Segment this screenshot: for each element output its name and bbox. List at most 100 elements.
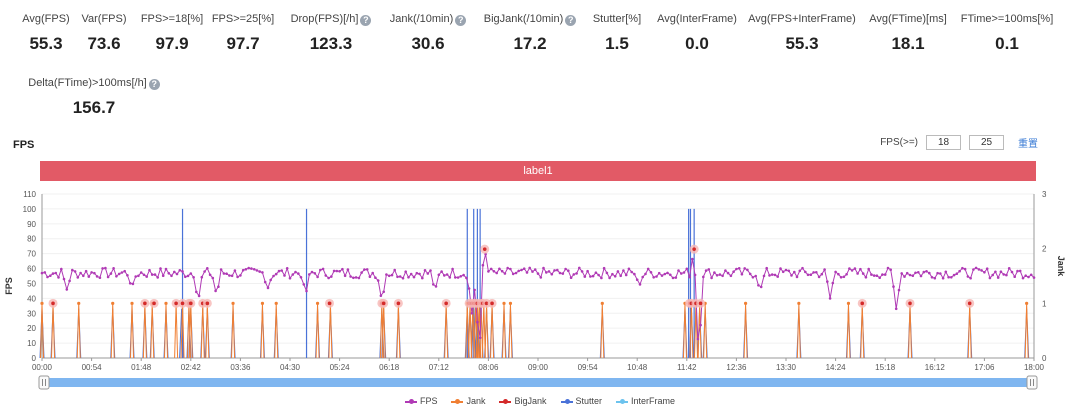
bigjank-point — [444, 301, 448, 306]
fps-point — [255, 269, 259, 272]
jank-spike — [860, 303, 865, 359]
fps-point — [73, 270, 77, 273]
fps-point — [393, 268, 397, 272]
x-tick-label: 00:00 — [32, 363, 53, 372]
range-slider-handle[interactable] — [38, 375, 50, 390]
jank-point — [508, 301, 513, 305]
fps-point — [781, 270, 785, 274]
fps-point — [759, 285, 763, 289]
fps-point — [128, 282, 132, 285]
fps-threshold-low-input[interactable] — [926, 135, 961, 150]
metric: Avg(FTime)[ms] 18.1 — [818, 12, 998, 54]
jank-point — [274, 301, 278, 305]
fps-point — [897, 288, 901, 292]
fps-point — [933, 276, 937, 280]
metric-label: Stutter[%] — [527, 12, 707, 26]
fps-point — [867, 267, 870, 271]
jank-point — [502, 301, 506, 305]
fps-point — [856, 272, 859, 275]
legend-item[interactable]: InterFrame — [616, 396, 675, 406]
fps-point — [652, 276, 655, 279]
fps-point — [878, 276, 881, 279]
reset-button[interactable]: 重置 — [1018, 139, 1038, 150]
metric-value: 18.1 — [891, 34, 925, 53]
fps-point — [222, 272, 226, 275]
label-band[interactable]: label1 — [40, 161, 1036, 181]
fps-point — [90, 271, 93, 274]
fps-point — [451, 267, 454, 271]
x-tick-label: 09:54 — [578, 363, 599, 372]
fps-point — [740, 272, 744, 276]
fps-point — [663, 272, 667, 276]
fps-threshold-high-input[interactable] — [969, 135, 1004, 150]
fps-point — [999, 270, 1003, 273]
fps-point — [525, 271, 529, 274]
legend-item[interactable]: Jank — [451, 396, 485, 406]
fps-point — [793, 270, 796, 274]
fps-point — [379, 294, 383, 297]
jank-point — [846, 301, 851, 305]
fps-point — [82, 274, 85, 278]
bigjank-point — [205, 301, 210, 306]
fps-point — [644, 272, 647, 276]
help-icon[interactable]: ? — [565, 15, 577, 26]
jank-spike — [130, 303, 135, 359]
fps-point — [837, 272, 840, 276]
jank-point — [260, 301, 265, 305]
fps-point — [49, 274, 52, 277]
fps-point — [545, 271, 548, 274]
fps-chart[interactable]: 0 10 20 30 40 50 60 70 80 90 100 110 0 1 2 3 FPS Jank 00:0… — [0, 180, 1080, 394]
metric-value: 55.3 — [29, 34, 63, 53]
fps-point — [980, 269, 983, 272]
jank-spike — [150, 303, 155, 359]
fps-point — [848, 267, 851, 270]
fps-point — [208, 273, 212, 277]
help-icon[interactable]: ? — [360, 15, 372, 26]
range-slider-handle[interactable] — [1026, 375, 1038, 390]
fps-point — [511, 272, 515, 276]
fps-point — [823, 268, 826, 271]
y-tick-label: 100 — [23, 205, 37, 214]
fps-point — [269, 278, 273, 282]
fps-point — [699, 323, 702, 327]
fps-point — [798, 269, 802, 273]
fps-point — [109, 272, 113, 275]
legend-item[interactable]: FPS — [404, 396, 437, 406]
x-tick-label: 03:36 — [230, 363, 251, 372]
jank-spike — [142, 303, 147, 359]
fps-point — [580, 270, 584, 273]
help-icon[interactable]: ? — [455, 15, 467, 26]
metric-label: Jank(/10min)? — [338, 12, 518, 26]
range-slider-track[interactable] — [44, 378, 1032, 387]
fps-point — [737, 267, 741, 270]
x-tick-label: 11:42 — [677, 363, 697, 372]
jank-spike — [200, 303, 205, 359]
fps-point — [230, 274, 234, 278]
fps-point — [839, 276, 843, 279]
fps-point — [671, 276, 675, 280]
fps-point — [456, 276, 460, 279]
fps-point — [966, 275, 970, 278]
fps-point — [175, 272, 179, 276]
help-icon[interactable]: ? — [148, 79, 160, 90]
legend-label: Jank — [466, 396, 486, 406]
legend-item[interactable]: BigJank — [499, 396, 547, 406]
fps-point — [481, 263, 485, 267]
fps-point — [936, 271, 939, 275]
jank-spike — [490, 303, 495, 359]
legend-swatch-icon — [560, 398, 573, 404]
fps-point — [134, 275, 137, 278]
fps-point — [1013, 275, 1016, 278]
fps-point — [211, 276, 215, 280]
jank-spike — [502, 303, 507, 359]
legend-item[interactable]: Stutter — [560, 396, 602, 406]
fps-point — [765, 266, 768, 270]
jank-spike — [846, 303, 851, 359]
fps-point — [509, 267, 512, 271]
jank-spike — [51, 303, 56, 359]
fps-point — [542, 266, 545, 270]
jank-point — [315, 301, 320, 305]
fps-point — [732, 270, 735, 273]
fps-point — [316, 275, 319, 279]
fps-point — [374, 276, 377, 279]
